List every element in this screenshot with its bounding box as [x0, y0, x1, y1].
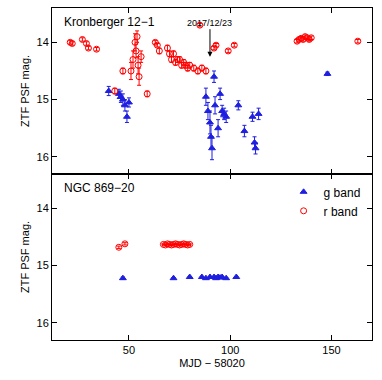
- svg-text:ZTF PSF mag.: ZTF PSF mag.: [19, 55, 31, 127]
- svg-text:15: 15: [37, 93, 49, 105]
- svg-text:14: 14: [37, 202, 49, 214]
- svg-text:15: 15: [37, 259, 49, 271]
- svg-text:150: 150: [322, 344, 340, 356]
- svg-text:ZTF PSF mag.: ZTF PSF mag.: [19, 221, 31, 293]
- svg-text:16: 16: [37, 151, 49, 163]
- svg-text:50: 50: [123, 344, 135, 356]
- svg-text:16: 16: [37, 317, 49, 329]
- svg-text:14: 14: [37, 36, 49, 48]
- svg-text:NGC 869−20: NGC 869−20: [64, 181, 135, 195]
- svg-text:2017/12/23: 2017/12/23: [187, 18, 232, 28]
- svg-text:r band: r band: [324, 205, 358, 219]
- svg-text:100: 100: [221, 344, 239, 356]
- svg-text:MJD − 58020: MJD − 58020: [179, 357, 245, 369]
- svg-text:Kronberger 12−1: Kronberger 12−1: [64, 15, 155, 29]
- svg-text:g band: g band: [324, 186, 361, 200]
